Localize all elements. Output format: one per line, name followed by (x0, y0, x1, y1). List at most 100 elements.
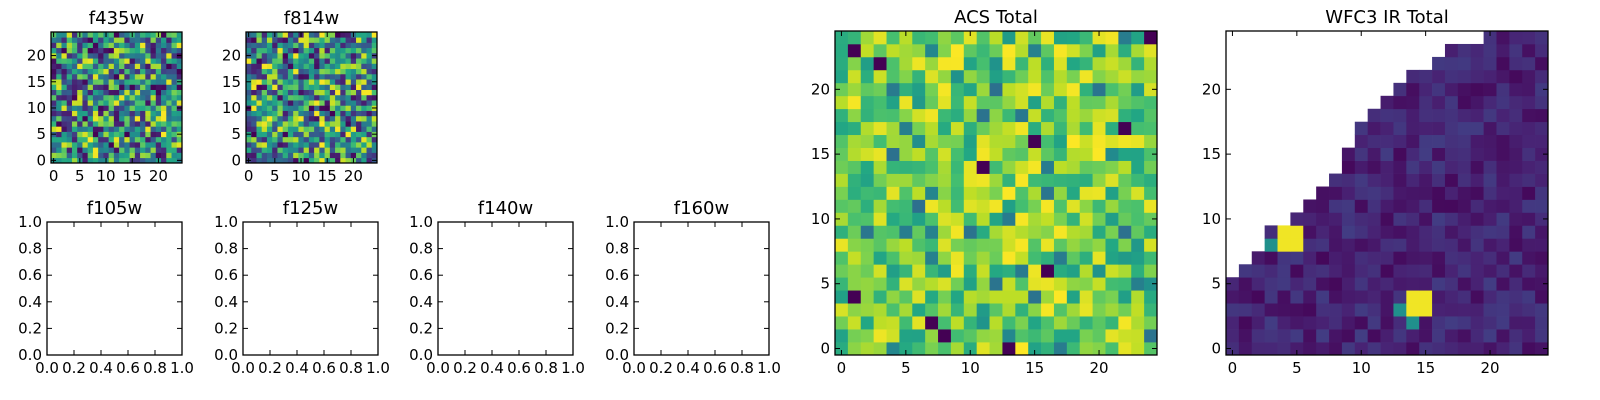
heatmap-cell (71, 121, 78, 127)
y-tick-label: 0.8 (18, 240, 42, 258)
heatmap-cell (103, 115, 109, 122)
heatmap-cell (1041, 121, 1055, 136)
heatmap-cell (1131, 147, 1145, 161)
heatmap-cell (1251, 342, 1265, 356)
heatmap-cell (1105, 238, 1119, 252)
heatmap-cell (1028, 303, 1042, 317)
heatmap-cell (134, 68, 141, 75)
heatmap-cell (1066, 108, 1081, 123)
heatmap-cell (256, 110, 263, 117)
heatmap-cell (1251, 329, 1265, 343)
heatmap-cell (1015, 31, 1029, 45)
heatmap-cell (314, 32, 320, 38)
heatmap-cell (335, 152, 341, 159)
heatmap-cell (1496, 186, 1510, 200)
heatmap-cell (287, 37, 294, 43)
heatmap-cell (989, 264, 1003, 278)
heatmap-cell (335, 47, 341, 54)
heatmap-cell (899, 303, 913, 317)
heatmap-cell (1041, 277, 1055, 291)
heatmap-cell (108, 110, 115, 117)
heatmap-cell (71, 126, 78, 132)
heatmap-cell (134, 121, 141, 127)
heatmap-cell (66, 63, 73, 70)
heatmap-cell (82, 157, 89, 164)
heatmap-cell (1444, 95, 1459, 110)
heatmap-cell (282, 73, 289, 80)
heatmap-cell (950, 121, 965, 136)
heatmap-cell (345, 52, 352, 59)
heatmap-cell (1144, 329, 1158, 343)
heatmap-cell (1066, 160, 1081, 174)
heatmap-cell (1144, 56, 1158, 71)
axes-frame (437, 221, 574, 356)
heatmap-cell (103, 68, 109, 75)
heatmap-cell (256, 121, 263, 127)
heatmap-cell (272, 136, 278, 143)
heatmap-cell (277, 79, 284, 85)
heatmap-cell (1066, 303, 1081, 317)
heatmap-cell (1264, 329, 1278, 343)
heatmap-cell (1015, 316, 1029, 330)
heatmap-cell (298, 58, 304, 64)
heatmap-cell (87, 58, 94, 64)
heatmap-cell (345, 152, 352, 159)
heatmap-cell (1041, 303, 1055, 317)
heatmap-cell (1118, 121, 1132, 136)
heatmap-cell (873, 69, 887, 84)
heatmap-cell (899, 134, 913, 148)
heatmap-cell (1354, 225, 1369, 239)
heatmap-cell (1457, 316, 1472, 330)
heatmap-cell (119, 84, 125, 90)
heatmap-cell (1290, 212, 1304, 226)
heatmap-cell (92, 73, 99, 80)
heatmap-cell (340, 37, 346, 43)
y-tick-label: 15 (27, 73, 46, 91)
heatmap-cell (98, 100, 104, 106)
heatmap-cell (925, 212, 939, 226)
x-tick-label: 0.6 (507, 359, 531, 377)
panel-title: f105w (87, 198, 142, 219)
heatmap-cell (1238, 342, 1253, 356)
heatmap-cell (308, 68, 315, 75)
heatmap-cell (1079, 251, 1093, 265)
heatmap-cell (61, 58, 68, 64)
heatmap-cell (350, 121, 357, 127)
heatmap-cell (98, 152, 104, 159)
heatmap-cell (963, 225, 978, 239)
heatmap-cell (298, 126, 304, 132)
heatmap-cell (166, 89, 172, 96)
heatmap-cell (251, 89, 257, 96)
heatmap-cell (287, 58, 294, 64)
heatmap-cell (246, 142, 252, 148)
heatmap-cell (847, 316, 862, 330)
heatmap-cell (335, 131, 341, 138)
heatmap-cell (1406, 264, 1420, 278)
heatmap-cell (989, 134, 1003, 148)
heatmap-cell (319, 152, 325, 159)
heatmap-cell (1419, 121, 1433, 136)
heatmap-cell (1367, 173, 1381, 187)
heatmap-cell (319, 131, 325, 138)
heatmap-cell (1015, 329, 1029, 343)
heatmap-cell (1470, 69, 1484, 84)
heatmap-cell (298, 52, 304, 59)
heatmap-cell (1354, 251, 1369, 265)
heatmap-cell (1535, 329, 1549, 343)
heatmap-cell (1483, 199, 1497, 213)
heatmap-cell (171, 94, 178, 101)
heatmap-cell (251, 94, 257, 101)
heatmap-cell (287, 126, 294, 132)
heatmap-cell (976, 303, 990, 317)
heatmap-cell (1406, 329, 1420, 343)
heatmap-cell (82, 147, 89, 153)
heatmap-cell (1131, 56, 1145, 71)
heatmap-cell (963, 212, 978, 226)
heatmap-cell (166, 110, 172, 117)
heatmap-cell (366, 73, 373, 80)
heatmap-cell (886, 316, 900, 330)
heatmap-cell (366, 37, 373, 43)
heatmap-cell (98, 37, 104, 43)
heatmap-cell (92, 115, 99, 122)
